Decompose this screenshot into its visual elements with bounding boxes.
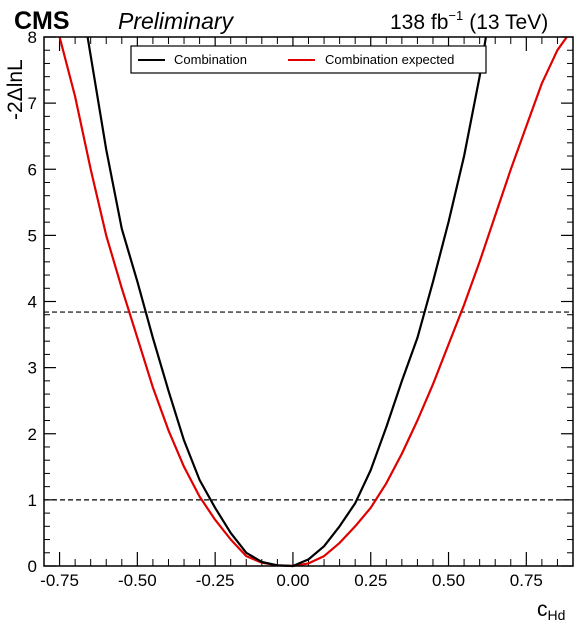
- luminosity-label: 138 fb−1 (13 TeV): [390, 8, 548, 34]
- energy-label: (13 TeV): [469, 11, 548, 34]
- x-tick-label: 0.00: [276, 571, 309, 590]
- legend-box: [130, 45, 487, 74]
- x-axis-label-sub: Hd: [548, 607, 566, 623]
- x-tick-label: 0.25: [354, 571, 387, 590]
- plot-frame: [43, 36, 574, 567]
- combination-expected-curve: [58, 36, 568, 568]
- y-tick-label: 4: [28, 293, 37, 312]
- legend: Combination Combination expected: [130, 45, 487, 74]
- luminosity-exponent: −1: [448, 8, 463, 23]
- y-tick-label: 7: [28, 94, 37, 113]
- x-tick-label: -0.25: [196, 571, 235, 590]
- y-tick-label: 2: [28, 425, 37, 444]
- experiment-label: CMS: [14, 7, 70, 35]
- x-tick-label: 0.50: [432, 571, 465, 590]
- x-axis-label-main: c: [537, 598, 548, 621]
- y-tick-label: 3: [28, 359, 37, 378]
- x-tick-label: 0.75: [510, 571, 543, 590]
- reference-lines: [44, 311, 573, 501]
- y-tick-label: 6: [28, 160, 37, 179]
- y-axis-ticks: 0 1 2 3 4 5 6 7 8: [28, 28, 573, 576]
- plot-header: CMS Preliminary 138 fb−1 (13 TeV): [14, 7, 548, 35]
- legend-label-combination: Combination: [174, 52, 247, 67]
- curves: [58, 36, 568, 568]
- y-axis-label: -2ΔlnL: [4, 59, 27, 120]
- legend-label-expected: Combination expected: [325, 52, 454, 67]
- status-label: Preliminary: [118, 8, 235, 34]
- x-axis-label: cHd: [537, 598, 565, 623]
- x-tick-label: -0.50: [118, 571, 157, 590]
- y-tick-label: 0: [28, 557, 37, 576]
- y-tick-label: 5: [28, 226, 37, 245]
- x-axis-ticks: -0.75 -0.50 -0.25 0.00 0.25 0.50 0.75: [40, 37, 574, 590]
- luminosity-value: 138 fb: [390, 11, 448, 34]
- x-tick-label: -0.75: [40, 571, 79, 590]
- combination-curve: [86, 36, 487, 568]
- y-tick-label: 8: [28, 28, 37, 47]
- y-tick-label: 1: [28, 491, 37, 510]
